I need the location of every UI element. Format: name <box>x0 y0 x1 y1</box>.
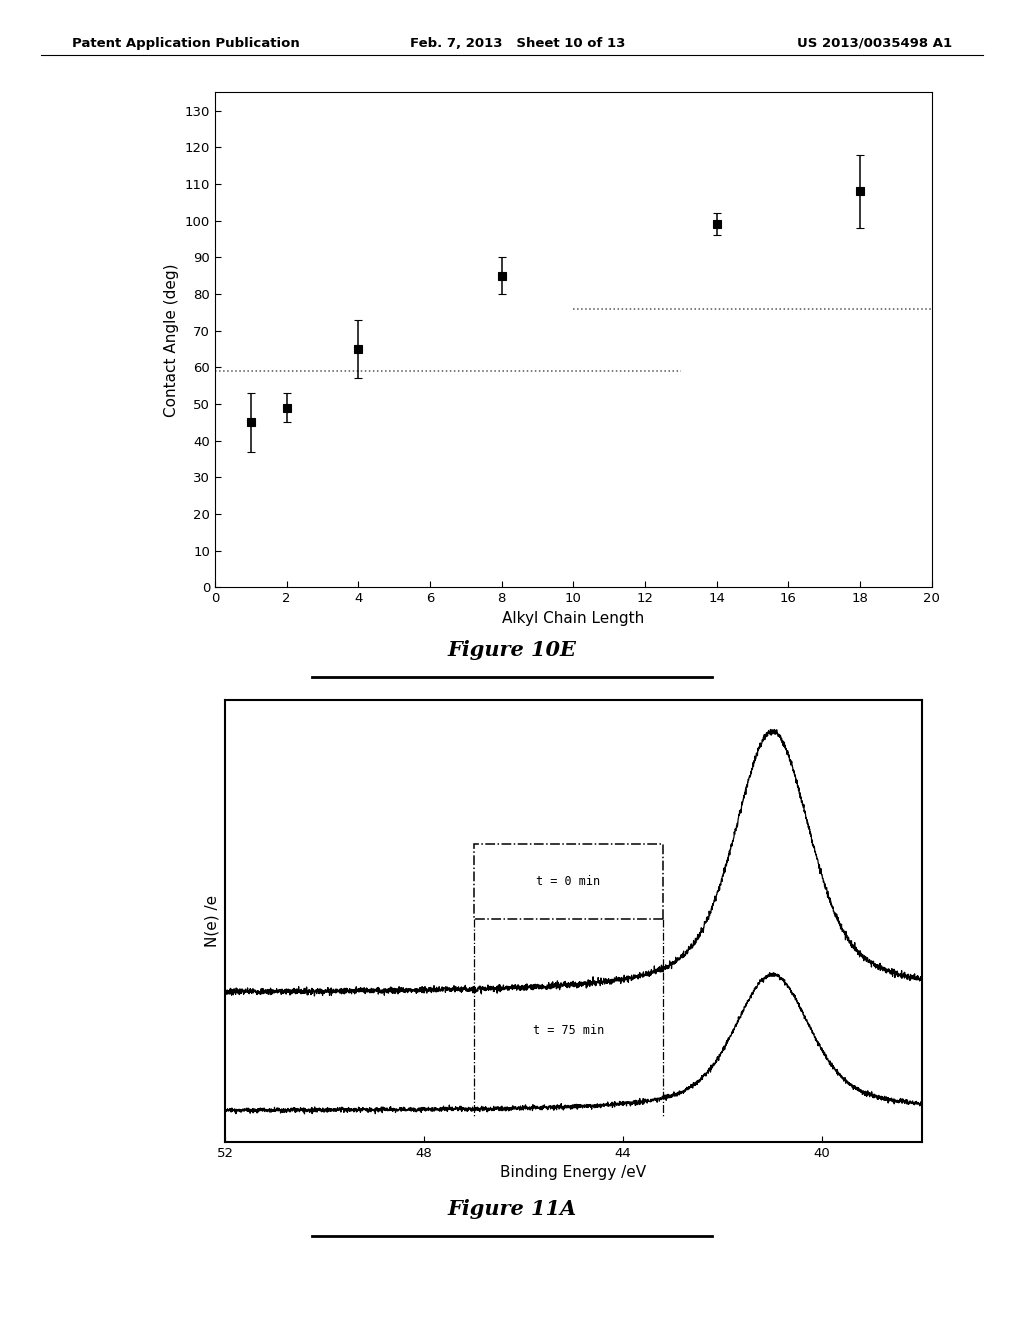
Text: US 2013/0035498 A1: US 2013/0035498 A1 <box>798 37 952 50</box>
Text: Feb. 7, 2013   Sheet 10 of 13: Feb. 7, 2013 Sheet 10 of 13 <box>410 37 625 50</box>
Text: Figure 11A: Figure 11A <box>447 1199 577 1218</box>
X-axis label: Binding Energy /eV: Binding Energy /eV <box>501 1166 646 1180</box>
Text: Figure 10E: Figure 10E <box>447 640 577 660</box>
Y-axis label: Contact Angle (deg): Contact Angle (deg) <box>164 263 179 417</box>
Text: t = 75 min: t = 75 min <box>532 1024 604 1036</box>
Text: t = 0 min: t = 0 min <box>537 875 600 888</box>
Text: Patent Application Publication: Patent Application Publication <box>72 37 299 50</box>
X-axis label: Alkyl Chain Length: Alkyl Chain Length <box>503 611 644 626</box>
Y-axis label: N(e) /e: N(e) /e <box>205 895 220 946</box>
